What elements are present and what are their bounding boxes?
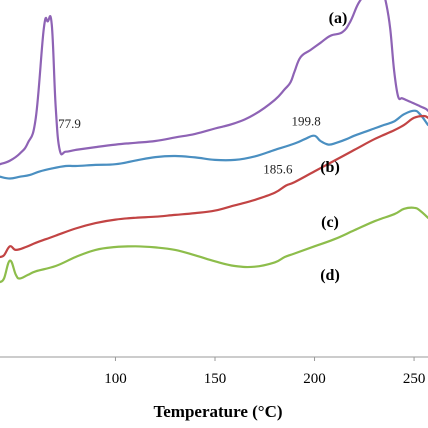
- peak-annotation: 185.6: [263, 162, 293, 177]
- peak-annotation: 199.8: [292, 114, 321, 129]
- x-tick-label: 150: [204, 371, 227, 387]
- series-line-c: [0, 114, 428, 259]
- curves-group: [0, 0, 428, 284]
- series-label-a: (a): [329, 10, 348, 27]
- series-line-b: [0, 109, 428, 180]
- series-label-b: (b): [320, 159, 340, 176]
- series-label-c: (c): [321, 214, 339, 231]
- peak-annotation: 77.9: [58, 116, 81, 131]
- annotations-group: 77.9 199.8 185.6: [58, 114, 321, 177]
- x-ticks-group: 100 150 200 250: [104, 357, 425, 387]
- series-label-d: (d): [320, 267, 340, 284]
- x-tick-label: 100: [104, 371, 127, 387]
- x-tick-label: 200: [303, 371, 326, 387]
- series-line-d: [0, 206, 428, 284]
- x-tick-label: 250: [403, 371, 426, 387]
- series-line-a: [0, 0, 428, 166]
- series-tags-group: (a) (b) (c) (d): [320, 10, 347, 284]
- x-axis-title: Temperature (°C): [153, 402, 282, 421]
